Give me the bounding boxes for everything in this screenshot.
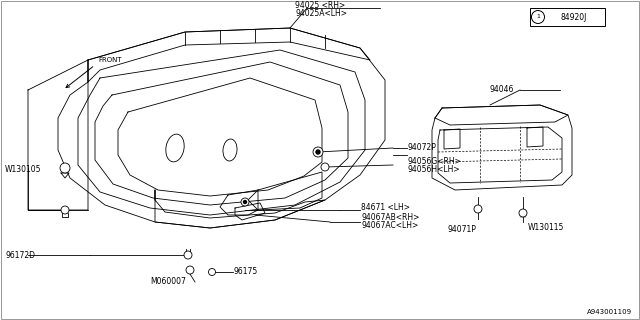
- Circle shape: [186, 266, 194, 274]
- Circle shape: [316, 150, 320, 154]
- Bar: [530, 8, 605, 26]
- Text: 1: 1: [536, 14, 540, 20]
- Circle shape: [243, 201, 246, 204]
- Circle shape: [61, 206, 69, 214]
- Text: M060007: M060007: [150, 277, 186, 286]
- Text: A943001109: A943001109: [587, 309, 632, 315]
- Circle shape: [519, 209, 527, 217]
- Text: 96172D: 96172D: [5, 251, 35, 260]
- Circle shape: [184, 251, 192, 259]
- Text: 94056G<RH>: 94056G<RH>: [408, 157, 462, 166]
- Circle shape: [241, 198, 249, 206]
- Text: 94056H<LH>: 94056H<LH>: [408, 165, 461, 174]
- Text: 84671 <LH>: 84671 <LH>: [361, 203, 410, 212]
- Text: 94046: 94046: [490, 85, 515, 94]
- Text: 94067AC<LH>: 94067AC<LH>: [361, 221, 419, 230]
- Text: 94025 <RH>: 94025 <RH>: [295, 1, 345, 10]
- Text: W130105: W130105: [5, 165, 42, 174]
- Text: 94072P: 94072P: [408, 143, 437, 153]
- Circle shape: [313, 147, 323, 157]
- Text: W130115: W130115: [528, 223, 564, 233]
- Circle shape: [474, 205, 482, 213]
- Circle shape: [60, 163, 70, 173]
- Circle shape: [321, 163, 329, 171]
- Text: 96175: 96175: [234, 268, 259, 276]
- Circle shape: [531, 11, 545, 23]
- Text: 94067AB<RH>: 94067AB<RH>: [361, 213, 419, 222]
- Text: 84920J: 84920J: [561, 12, 587, 21]
- Circle shape: [209, 268, 216, 276]
- Text: 94071P: 94071P: [448, 226, 477, 235]
- Text: FRONT: FRONT: [98, 57, 122, 63]
- Text: 94025A<LH>: 94025A<LH>: [295, 9, 347, 18]
